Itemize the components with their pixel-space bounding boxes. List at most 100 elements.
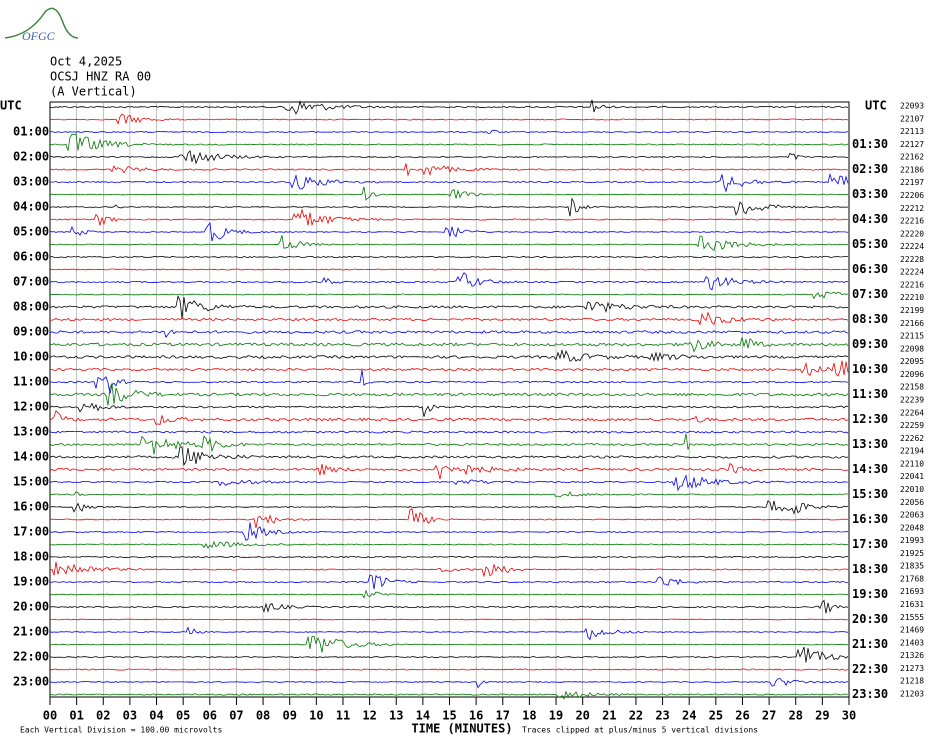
trace	[49, 348, 849, 362]
x-tick-label: 22	[629, 709, 643, 723]
count: 22063	[900, 511, 924, 520]
trace	[49, 646, 849, 663]
left-label: 19:00	[13, 575, 49, 589]
trace	[49, 410, 849, 426]
x-tick-label: 00	[43, 709, 57, 723]
left-label: 18:00	[13, 550, 49, 564]
trace	[49, 208, 849, 227]
right-label: 16:30	[852, 512, 888, 526]
count: 22162	[900, 153, 924, 162]
x-tick-label: 05	[176, 709, 190, 723]
x-tick-label: 28	[789, 709, 803, 723]
x-tick-label: 16	[469, 709, 483, 723]
trace	[49, 677, 849, 689]
right-label: 08:30	[852, 312, 888, 326]
count: 21835	[900, 562, 924, 571]
right-label: 02:30	[852, 162, 888, 176]
date: Oct 4,2025	[50, 55, 122, 69]
x-tick-label: 27	[762, 709, 776, 723]
count: 22199	[900, 306, 924, 315]
x-tick-label: 10	[309, 709, 323, 723]
count: 22056	[900, 498, 924, 507]
trace	[49, 369, 849, 394]
trace	[49, 555, 849, 559]
count: 22224	[900, 268, 924, 277]
right-label: 04:30	[852, 212, 888, 226]
left-label: 16:00	[13, 500, 49, 514]
x-tick-label: 19	[549, 709, 563, 723]
count: 21631	[900, 600, 924, 609]
right-label: 17:30	[852, 537, 888, 551]
x-tick-label: 03	[123, 709, 137, 723]
count: 22197	[900, 178, 924, 187]
right-label: 07:30	[852, 287, 888, 301]
count: 22048	[900, 523, 924, 532]
x-tick-label: 12	[362, 709, 376, 723]
count: 22166	[900, 319, 924, 328]
right-label: 09:30	[852, 337, 888, 351]
left-label: 06:00	[13, 250, 49, 264]
trace	[49, 99, 849, 115]
right-label: 05:30	[852, 237, 888, 251]
trace	[49, 311, 849, 326]
trace	[49, 129, 849, 134]
count: 22224	[900, 242, 924, 251]
count: 22239	[900, 396, 924, 405]
count: 21469	[900, 626, 924, 635]
count: 21555	[900, 613, 924, 622]
x-tick-label: 24	[682, 709, 696, 723]
count: 21403	[900, 638, 924, 647]
x-tick-label: 14	[416, 709, 430, 723]
count: 22216	[900, 280, 924, 289]
count: 22093	[900, 102, 924, 111]
right-label: 20:30	[852, 612, 888, 626]
count: 22096	[900, 370, 924, 379]
x-tick-label: 08	[256, 709, 270, 723]
left-label: 08:00	[13, 300, 49, 314]
x-tick-label: 02	[96, 709, 110, 723]
count: 22095	[900, 357, 924, 366]
right-label: 11:30	[852, 387, 888, 401]
logo-text: OFGC	[22, 29, 56, 43]
trace	[49, 618, 849, 621]
trace	[49, 133, 849, 151]
count: 22206	[900, 191, 924, 200]
trace	[49, 462, 849, 480]
count: 21218	[900, 677, 924, 686]
trace	[49, 522, 849, 541]
count: 22216	[900, 217, 924, 226]
trace	[49, 113, 849, 125]
trace	[49, 433, 849, 455]
left-label: 03:00	[13, 175, 49, 189]
left-label: 15:00	[13, 475, 49, 489]
left-label: 09:00	[13, 325, 49, 339]
trace	[49, 235, 849, 252]
trace	[49, 255, 849, 259]
x-tick-label: 11	[336, 709, 350, 723]
trace	[49, 635, 849, 653]
x-tick-label: 25	[709, 709, 723, 723]
count: 21326	[900, 651, 924, 660]
left-label: 13:00	[13, 425, 49, 439]
x-tick-label: 21	[602, 709, 616, 723]
count: 22220	[900, 229, 924, 238]
trace	[49, 186, 849, 201]
x-tick-label: 15	[442, 709, 456, 723]
x-tick-label: 07	[229, 709, 243, 723]
logo-curve	[4, 7, 79, 39]
right-label: 15:30	[852, 487, 888, 501]
left-label: 02:00	[13, 150, 49, 164]
trace	[49, 222, 849, 242]
x-tick-label: 20	[575, 709, 589, 723]
x-axis-title: TIME (MINUTES)	[411, 722, 512, 736]
trace	[49, 446, 849, 467]
clip-note: Traces clipped at plus/minus 5 vertical …	[522, 726, 758, 735]
trace	[49, 295, 849, 319]
x-tick-label: 13	[389, 709, 403, 723]
trace	[49, 599, 849, 614]
right-label: 12:30	[852, 412, 888, 426]
count: 22127	[900, 140, 924, 149]
right-label: 06:30	[852, 262, 888, 276]
count: 22010	[900, 485, 924, 494]
